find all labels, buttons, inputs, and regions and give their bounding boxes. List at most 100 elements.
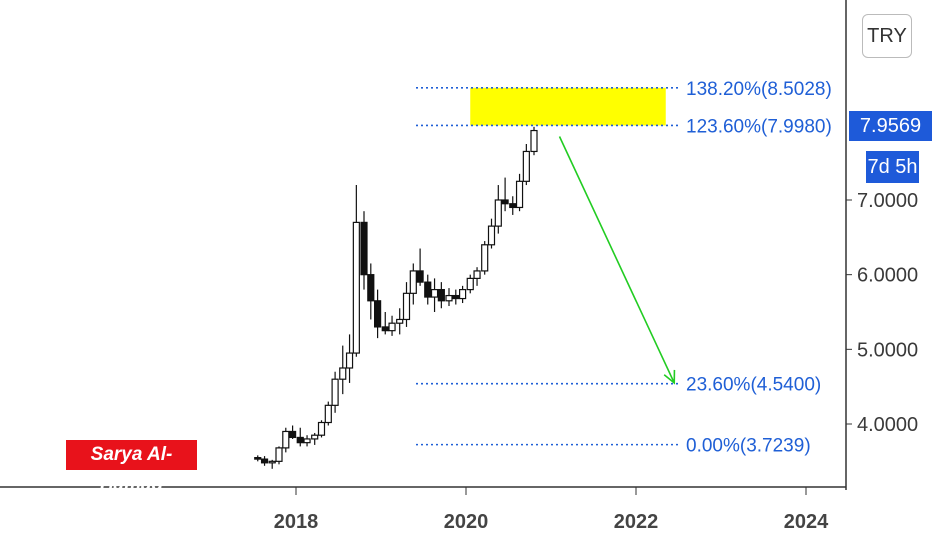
candle <box>352 185 360 357</box>
currency-button[interactable]: TRY <box>862 14 912 58</box>
candle-body <box>282 430 290 449</box>
candle <box>515 173 524 212</box>
candle <box>396 308 404 335</box>
candle-body <box>509 203 517 209</box>
candle <box>430 278 439 312</box>
candle <box>374 289 382 339</box>
candle-body <box>452 294 460 300</box>
candle-body <box>473 270 481 279</box>
author-badge: Sarya Al-Hamad <box>66 440 197 495</box>
candle <box>381 311 389 335</box>
fib-level-label: 0.00%(3.7239) <box>686 436 811 457</box>
candle <box>501 177 509 212</box>
candle-body <box>430 288 439 298</box>
candle-body <box>296 436 304 444</box>
projection-arrow-head <box>663 369 676 385</box>
candle <box>324 401 332 426</box>
candle <box>254 455 262 462</box>
candle-body <box>445 294 453 302</box>
candle-body <box>388 322 396 332</box>
candle-body <box>522 150 530 182</box>
candle-body <box>324 404 332 424</box>
y-tick-label: 5.0000 <box>857 339 918 361</box>
candle-body <box>459 288 467 300</box>
candle-body <box>254 457 262 460</box>
candle <box>481 241 489 275</box>
candle-body <box>437 288 445 302</box>
candle <box>473 267 481 286</box>
candle <box>409 263 417 305</box>
y-tick-label: 6.0000 <box>857 265 918 287</box>
candle-body <box>311 434 319 440</box>
candle <box>416 248 424 286</box>
candle <box>289 425 297 439</box>
candle <box>445 288 453 307</box>
candle <box>509 196 517 215</box>
candle-body <box>289 430 297 439</box>
candle <box>260 456 269 466</box>
candle <box>339 345 347 395</box>
candle-body <box>374 300 382 328</box>
countdown-badge: 7d 5h <box>866 151 919 183</box>
candle-body <box>409 270 417 294</box>
candle <box>360 211 368 290</box>
candle <box>424 274 432 305</box>
candle-body <box>345 352 354 369</box>
x-axis-ticks: 2018 2020 2022 2024 <box>274 487 829 533</box>
candle-body <box>303 438 311 444</box>
candle <box>452 289 460 305</box>
candle-body <box>424 281 432 298</box>
x-tick-label: 2024 <box>784 511 829 533</box>
target-zone-layer <box>470 87 666 126</box>
candle <box>402 282 411 327</box>
fib-level-label: 123.60%(7.9980) <box>686 116 832 137</box>
candle <box>282 427 290 453</box>
candle <box>275 446 283 465</box>
fib-level-label: 138.20%(8.5028) <box>686 79 832 100</box>
candle-body <box>260 458 269 464</box>
projection-arrow-layer <box>558 136 676 385</box>
candle <box>487 218 496 249</box>
x-tick-label: 2020 <box>444 511 489 533</box>
candle <box>530 126 538 156</box>
candle <box>331 371 339 413</box>
candle-body <box>352 221 360 354</box>
x-tick-label: 2018 <box>274 511 319 533</box>
y-tick-label: 7.0000 <box>857 190 918 212</box>
candle-body <box>487 225 496 246</box>
candle-body <box>416 270 424 283</box>
x-tick-label: 2022 <box>614 511 659 533</box>
candle-body <box>396 318 404 324</box>
candle <box>367 263 375 320</box>
current-price-badge: 7.9569 <box>849 111 932 141</box>
candle <box>268 459 276 469</box>
projection-arrow-line <box>558 136 675 384</box>
candle <box>296 427 304 447</box>
y-tick-label: 4.0000 <box>857 414 918 436</box>
candle-body <box>367 274 375 302</box>
candle-body <box>530 129 538 153</box>
fib-level-label: 23.60%(4.5400) <box>686 375 821 396</box>
candle-body <box>360 221 368 276</box>
candles <box>254 126 538 469</box>
candle <box>311 432 319 445</box>
candle-body <box>402 292 411 321</box>
candle-body <box>501 199 509 205</box>
candle-body <box>339 367 347 380</box>
candle-body <box>317 421 326 436</box>
candle-body <box>275 447 283 462</box>
candle-body <box>381 326 389 332</box>
candle-body <box>481 244 489 272</box>
candle-body <box>268 460 276 464</box>
candle-body <box>515 180 524 209</box>
candle-body <box>331 378 339 406</box>
candle-body <box>466 277 474 291</box>
fibonacci-levels: 138.20%(8.5028) 123.60%(7.9980) 23.60%(4.5… <box>416 79 832 457</box>
candle <box>466 274 474 294</box>
y-axis-ticks: 4.0000 5.0000 6.0000 7.0000 <box>846 190 918 436</box>
target-zone-rect <box>470 87 666 126</box>
candle <box>303 435 311 447</box>
candle <box>459 285 467 304</box>
candle <box>494 185 502 234</box>
